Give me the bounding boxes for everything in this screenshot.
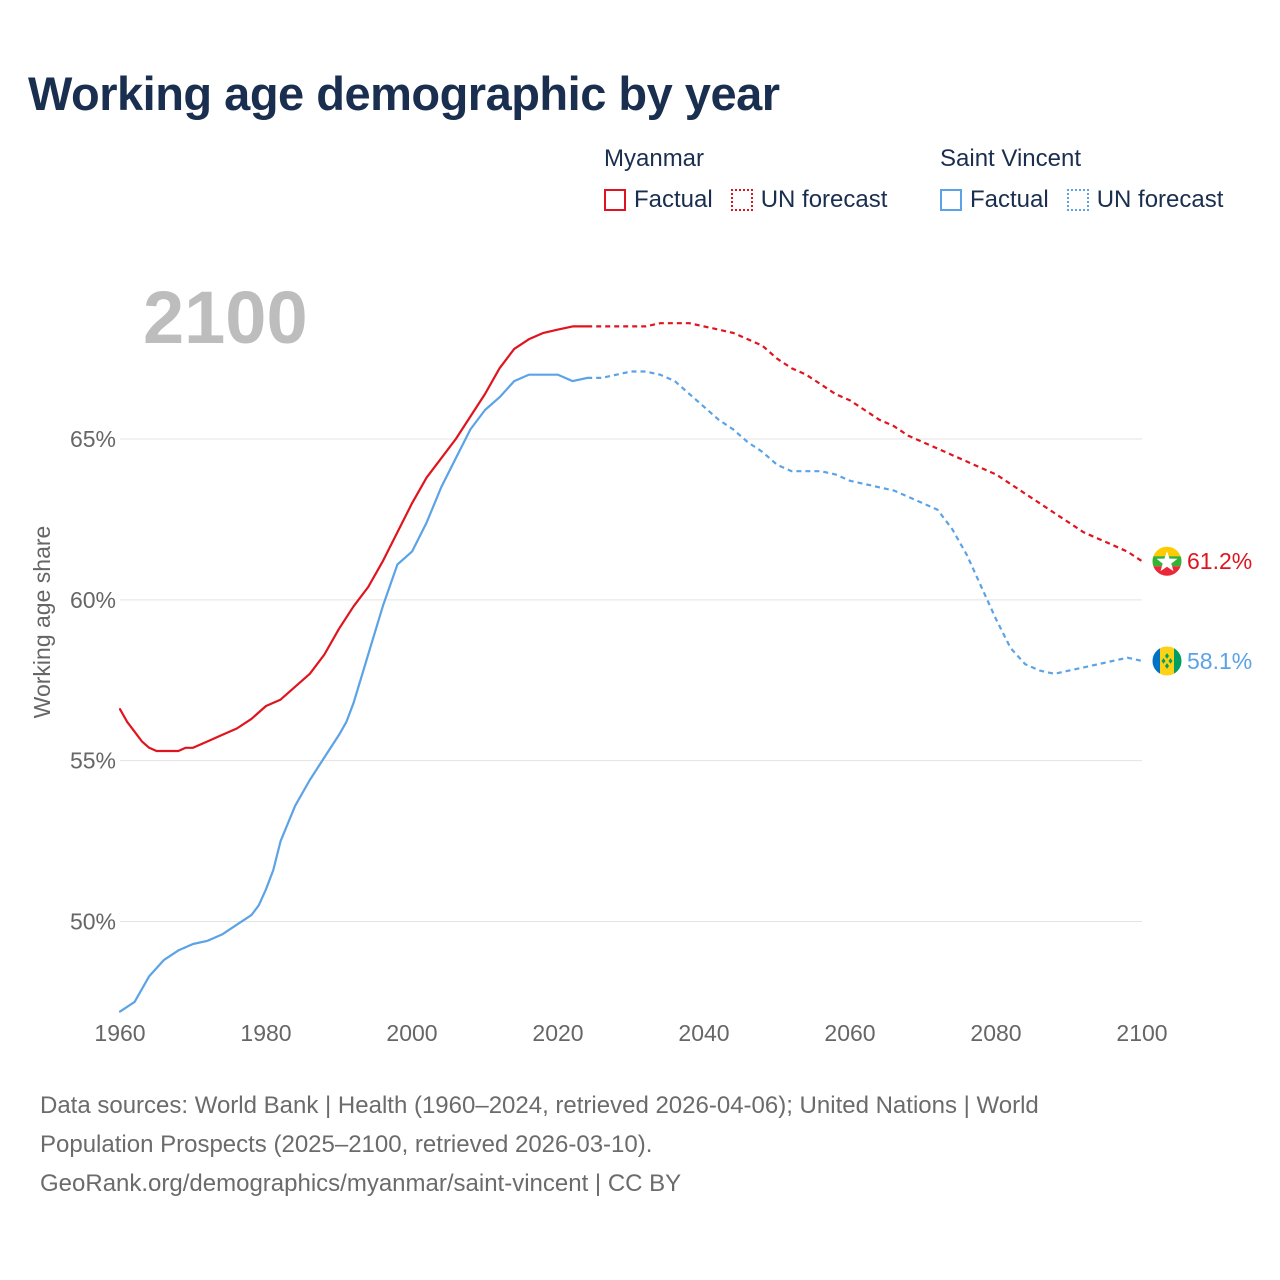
footer-line: Population Prospects (2025–2100, retriev… bbox=[40, 1131, 653, 1158]
chart-title: Working age demographic by year bbox=[28, 67, 780, 120]
diamond-icon bbox=[1168, 658, 1173, 664]
flag-stripe bbox=[1174, 645, 1182, 676]
legend-group-myanmar: Myanmar Factual UN forecast bbox=[604, 144, 905, 214]
legend-country-name: Saint Vincent bbox=[940, 145, 1081, 172]
x-tick-label: 1980 bbox=[240, 1020, 291, 1046]
legend-saint-vincent-factual[interactable]: Factual bbox=[940, 186, 1049, 214]
line-chart: 2100 50% 55% 60% 65% 1960 1980 2000 2020 2040 20… bbox=[29, 276, 1252, 1046]
legend-saint-vincent-forecast[interactable]: UN forecast bbox=[1066, 186, 1224, 214]
legend-label: Factual bbox=[634, 186, 713, 213]
flag-stripe bbox=[1152, 645, 1160, 676]
legend-label: UN forecast bbox=[1096, 186, 1224, 213]
x-tick-label: 2040 bbox=[678, 1020, 729, 1046]
y-tick-label: 65% bbox=[70, 426, 116, 452]
legend-label: Factual bbox=[970, 186, 1049, 213]
end-value-label: 58.1% bbox=[1187, 648, 1252, 674]
series-line-myanmar-factual bbox=[118, 325, 589, 753]
series-line-saint-vincent-factual bbox=[118, 373, 589, 1013]
y-axis-label: Working age share bbox=[29, 526, 55, 719]
x-tick-label: 1960 bbox=[94, 1020, 145, 1046]
x-tick-label: 2080 bbox=[970, 1020, 1021, 1046]
diamond-icon bbox=[1165, 663, 1169, 669]
solid-line-swatch-icon bbox=[604, 189, 626, 211]
legend-group-saint-vincent: Saint Vincent Factual UN forecast bbox=[940, 144, 1241, 214]
flag-stripe bbox=[1152, 566, 1182, 577]
footer-sources: Data sources: World Bank | Health (1960–… bbox=[40, 1086, 1200, 1203]
dotted-line-swatch-icon bbox=[1066, 189, 1089, 211]
dotted-line-swatch-icon bbox=[730, 189, 753, 211]
legend-country-name: Myanmar bbox=[604, 145, 705, 172]
series-line-myanmar-forecast bbox=[587, 322, 1143, 563]
diamond-icon bbox=[1161, 658, 1166, 664]
solid-line-swatch-icon bbox=[940, 189, 962, 211]
x-tick-label: 2100 bbox=[1116, 1020, 1167, 1046]
legend-myanmar-factual[interactable]: Factual bbox=[604, 186, 713, 214]
x-tick-label: 2020 bbox=[532, 1020, 583, 1046]
flag-outline bbox=[1151, 645, 1183, 677]
myanmar-flag-icon bbox=[1152, 546, 1182, 577]
legend-label: UN forecast bbox=[760, 186, 888, 213]
year-watermark: 2100 bbox=[143, 276, 308, 359]
y-tick-label: 60% bbox=[70, 587, 116, 613]
x-tick-label: 2000 bbox=[386, 1020, 437, 1046]
footer-url[interactable]: GeoRank.org/demographics/myanmar/saint-v… bbox=[40, 1170, 682, 1197]
flag-outline bbox=[1151, 545, 1183, 577]
end-value-label: 61.2% bbox=[1187, 548, 1252, 574]
series-line-saint-vincent-forecast bbox=[587, 370, 1143, 675]
star-icon bbox=[1156, 551, 1178, 572]
flag-stripe bbox=[1160, 645, 1174, 676]
y-tick-label: 55% bbox=[70, 748, 116, 774]
footer-line: Data sources: World Bank | Health (1960–… bbox=[40, 1092, 1039, 1119]
saint-vincent-flag-icon bbox=[1152, 645, 1182, 676]
x-tick-label: 2060 bbox=[824, 1020, 875, 1046]
legend-myanmar-forecast[interactable]: UN forecast bbox=[730, 186, 888, 214]
y-tick-label: 50% bbox=[70, 909, 116, 935]
diamond-icon bbox=[1165, 653, 1169, 659]
